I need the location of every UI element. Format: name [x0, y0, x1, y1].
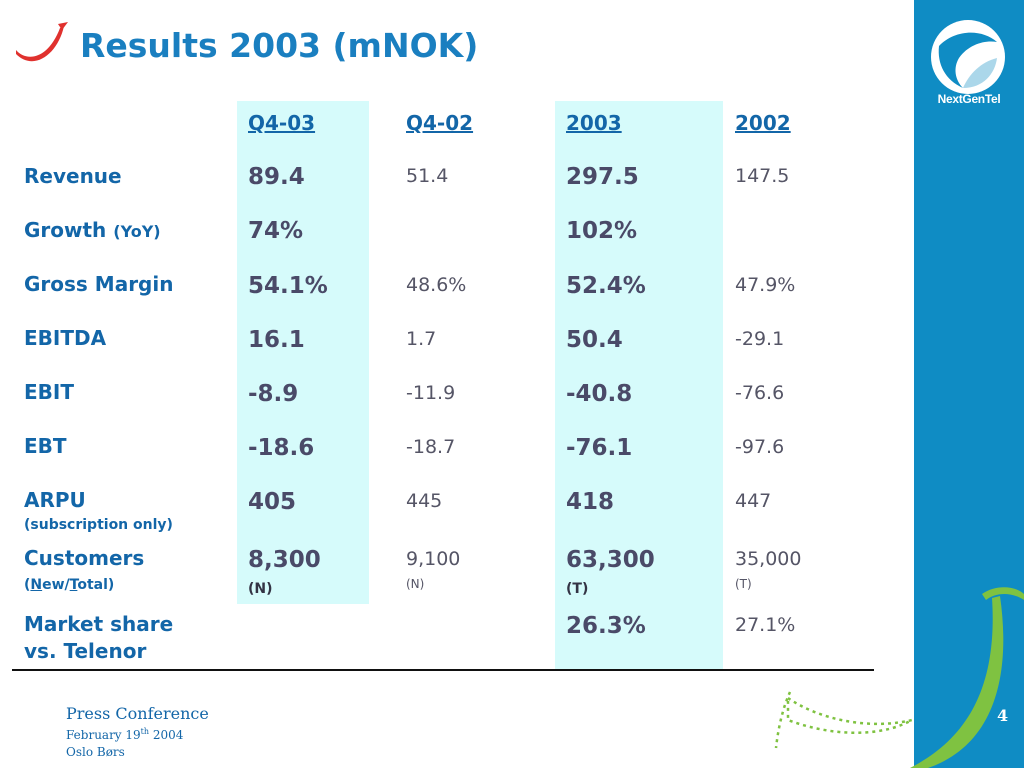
row-label-ebitda: EBITDA — [24, 326, 107, 350]
value-growth-q403: 74% — [248, 218, 304, 244]
value-customers-q402: 9,100 — [406, 548, 461, 570]
value-ebit-q402: -11.9 — [406, 382, 456, 404]
green-swoosh-icon — [774, 587, 1024, 768]
sublabel-ew: ew/ — [42, 577, 70, 593]
row-label-market-share: Market share — [24, 612, 174, 636]
value-arpu-2003: 418 — [566, 489, 615, 515]
row-label-revenue: Revenue — [24, 164, 122, 188]
slide-title: Results 2003 (mNOK) — [80, 26, 479, 65]
row-label-growth-yoy: (YoY) — [113, 222, 161, 241]
sublabel-open: ( — [24, 577, 31, 593]
value-ebt-q403: -18.6 — [248, 435, 315, 461]
value-ebt-2003: -76.1 — [566, 435, 633, 461]
column-header-q403[interactable]: Q4-03 — [248, 111, 316, 135]
value-gross-margin-2003: 52.4% — [566, 273, 646, 299]
value-arpu-q402: 445 — [406, 490, 443, 512]
note-customers-q402: (N) — [406, 577, 425, 591]
value-gross-margin-q402: 48.6% — [406, 274, 467, 296]
value-ebt-2002: -97.6 — [735, 436, 785, 458]
row-label-customers: Customers — [24, 546, 145, 570]
value-customers-2003: 63,300 — [566, 547, 655, 573]
sublabel-t: T — [69, 577, 78, 593]
sublabel-n: N — [30, 577, 43, 593]
row-label-arpu: ARPU — [24, 488, 86, 512]
row-label-growth-main: Growth — [24, 218, 107, 242]
value-revenue-q403: 89.4 — [248, 164, 305, 190]
brand-name: NextGenTel — [937, 92, 1001, 106]
value-gross-margin-2002: 47.9% — [735, 274, 796, 296]
value-ebit-2002: -76.6 — [735, 382, 785, 404]
row-label-market-share-line2: vs. Telenor — [24, 639, 147, 663]
value-customers-2002: 35,000 — [735, 548, 802, 570]
column-header-2002[interactable]: 2002 — [735, 111, 791, 135]
value-ebitda-2002: -29.1 — [735, 328, 785, 350]
value-revenue-2003: 297.5 — [566, 164, 639, 190]
nextgentel-logo-icon — [931, 20, 1005, 94]
highlight-column-q403 — [237, 101, 369, 604]
note-customers-2003: (T) — [566, 581, 589, 597]
footer-date-sup: th — [140, 727, 150, 736]
value-ebitda-2003: 50.4 — [566, 327, 623, 353]
value-arpu-q403: 405 — [248, 489, 297, 515]
footer-date-prefix: February 19 — [66, 728, 141, 742]
value-ebit-q403: -8.9 — [248, 381, 299, 407]
value-customers-q403: 8,300 — [248, 547, 321, 573]
highlight-column-2003 — [555, 101, 723, 669]
value-revenue-q402: 51.4 — [406, 165, 449, 187]
value-ebit-2003: -40.8 — [566, 381, 633, 407]
value-gross-margin-q403: 54.1% — [248, 273, 328, 299]
page-number: 4 — [997, 706, 1009, 725]
row-label-growth: Growth (YoY) — [24, 217, 161, 245]
sublabel-otal: otal) — [77, 577, 115, 593]
footer-location: Oslo Børs — [66, 745, 125, 759]
footer-date: February 19th 2004 — [66, 727, 183, 742]
row-sublabel-customers: (New/Total) — [24, 576, 114, 594]
value-ebitda-q403: 16.1 — [248, 327, 305, 353]
column-header-q402[interactable]: Q4-02 — [406, 111, 474, 135]
value-revenue-2002: 147.5 — [735, 165, 790, 187]
row-label-ebit: EBIT — [24, 380, 74, 404]
footer-date-suffix: 2004 — [149, 728, 184, 742]
red-swoosh-icon — [16, 22, 68, 62]
value-arpu-2002: 447 — [735, 490, 772, 512]
footer-event: Press Conference — [66, 704, 209, 723]
brand-band — [914, 0, 1024, 768]
note-customers-q403: (N) — [248, 581, 273, 597]
value-ebitda-q402: 1.7 — [406, 328, 437, 350]
row-label-ebt: EBT — [24, 434, 67, 458]
note-customers-2002: (T) — [735, 577, 752, 591]
value-market-share-2003: 26.3% — [566, 613, 646, 639]
value-ebt-q402: -18.7 — [406, 436, 456, 458]
row-label-gross-margin: Gross Margin — [24, 272, 174, 296]
table-bottom-rule — [12, 669, 874, 671]
column-header-2003[interactable]: 2003 — [566, 111, 622, 135]
value-growth-2003: 102% — [566, 218, 638, 244]
value-market-share-2002: 27.1% — [735, 614, 796, 636]
row-sublabel-arpu: (subscription only) — [24, 517, 173, 533]
